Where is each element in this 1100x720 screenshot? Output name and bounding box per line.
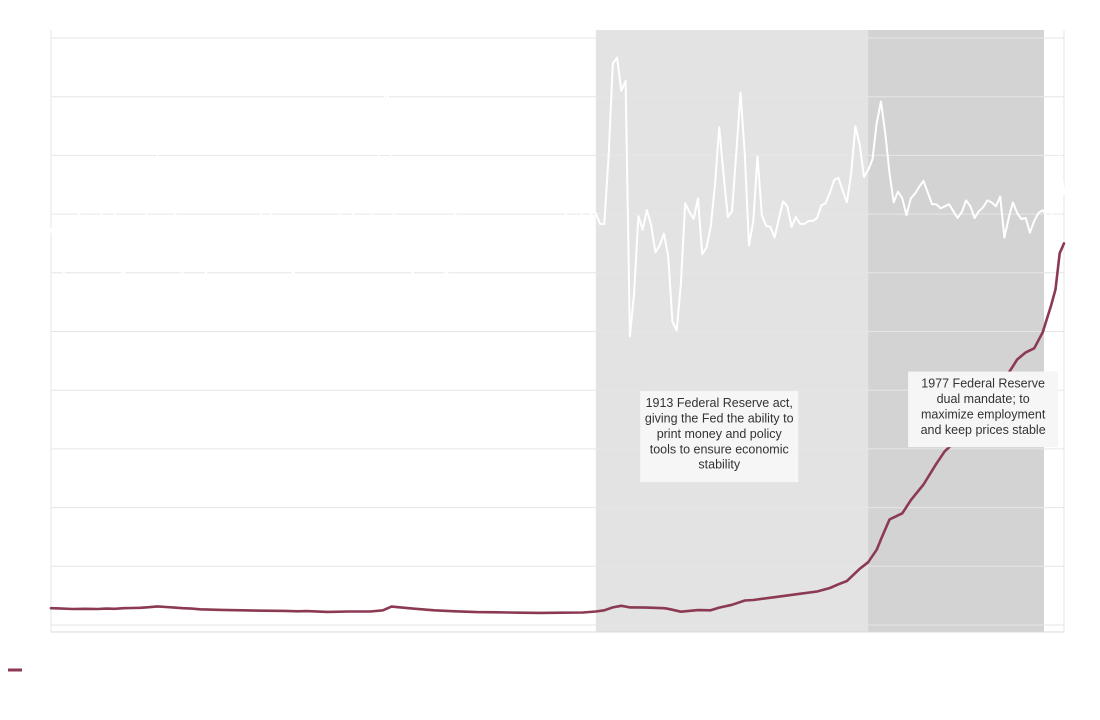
annotation-text-line: giving the Fed the ability to <box>645 412 794 426</box>
annotation-text-line: tools to ensure economic <box>650 442 789 456</box>
annotation-text-line: stability <box>698 458 740 472</box>
annotation-text-line: 1977 Federal Reserve <box>921 377 1045 391</box>
gridlines <box>50 30 1065 633</box>
annotation-text-line: print money and policy <box>657 427 783 441</box>
annotations: 1913 Federal Reserve act, giving the Fed … <box>640 371 1059 483</box>
annotation-text-line: dual mandate; to <box>937 392 1030 406</box>
annotation-box <box>908 371 1059 448</box>
annotation-box <box>640 391 799 483</box>
series-line-inflation <box>594 56 1065 338</box>
annotation-text-line: 1913 Federal Reserve act, <box>646 396 793 410</box>
series-line-inflation <box>50 76 593 299</box>
annotation-text-line: and keep prices stable <box>921 423 1046 437</box>
annotation-text-line: maximize employment <box>921 407 1046 421</box>
